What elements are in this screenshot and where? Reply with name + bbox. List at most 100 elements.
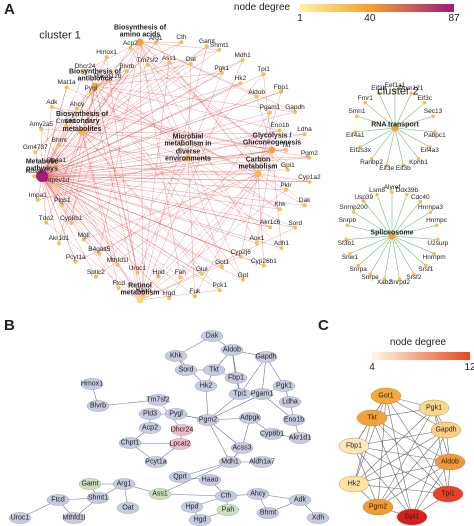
edge bbox=[371, 417, 449, 495]
gene-label: Haao bbox=[201, 476, 219, 484]
edge bbox=[240, 173, 259, 257]
gene-node bbox=[246, 488, 270, 500]
edge bbox=[106, 57, 141, 301]
gene-label: Pcyt1a bbox=[145, 458, 167, 466]
edge bbox=[41, 93, 92, 177]
gene-label: Snrnp200 bbox=[339, 203, 368, 211]
gene-label: Mthfd1l bbox=[62, 514, 86, 522]
edge bbox=[130, 47, 273, 151]
gene-node bbox=[416, 156, 421, 161]
gene-label: Cyp8b1 bbox=[259, 430, 285, 438]
gene-node bbox=[104, 55, 109, 60]
edge bbox=[41, 47, 131, 177]
gene-node bbox=[369, 156, 374, 161]
gene-label: Oat bbox=[122, 504, 134, 512]
edge bbox=[90, 93, 141, 301]
gene-node bbox=[200, 330, 224, 342]
gene-label: Acss3 bbox=[232, 444, 252, 452]
gene-label: Gpaa1 bbox=[46, 156, 66, 164]
hub-label: Retinol metabolism bbox=[120, 282, 160, 297]
gene-label: Impa1 bbox=[28, 191, 47, 199]
gene-node bbox=[141, 293, 146, 298]
edge bbox=[353, 429, 447, 447]
gene-label: Lpcat2 bbox=[169, 440, 191, 448]
gene-label: Pgk1 bbox=[426, 404, 442, 412]
gene-node bbox=[204, 44, 209, 49]
edge bbox=[256, 96, 273, 151]
gene-node bbox=[405, 192, 409, 197]
gene-node bbox=[138, 422, 162, 434]
gene-label: Eif3c bbox=[417, 94, 432, 102]
gene-label: Adh1 bbox=[273, 239, 290, 247]
gene-node bbox=[218, 456, 242, 468]
edge bbox=[139, 227, 296, 301]
gene-label: Acp2 bbox=[142, 424, 158, 432]
edge bbox=[349, 235, 393, 254]
gene-label: Mdh1 bbox=[221, 458, 239, 466]
gene-node bbox=[268, 225, 273, 230]
edge bbox=[139, 41, 296, 113]
edge bbox=[139, 41, 257, 97]
gene-label: Uroc1 bbox=[128, 264, 147, 272]
gene-node bbox=[164, 350, 188, 362]
edge bbox=[139, 62, 170, 301]
gene-label: Gapdh bbox=[285, 103, 305, 111]
hub-label: Biosynthesis of antibiotics bbox=[68, 68, 122, 83]
gene-node bbox=[116, 502, 140, 514]
gene-label: Dak bbox=[205, 332, 219, 340]
gene-node bbox=[57, 143, 62, 148]
hub-label: Microbial metabolism in diverse environm… bbox=[164, 133, 212, 163]
gene-label: Fah bbox=[174, 268, 186, 276]
edge bbox=[81, 57, 107, 133]
edge bbox=[56, 164, 259, 175]
gene-node bbox=[351, 210, 356, 214]
edge bbox=[41, 128, 43, 177]
edge bbox=[41, 128, 83, 133]
gene-node bbox=[44, 220, 49, 225]
color-bar bbox=[300, 4, 454, 12]
gene-node bbox=[238, 412, 262, 424]
edge bbox=[81, 131, 271, 228]
gene-label: Got1 bbox=[378, 392, 394, 400]
edge bbox=[41, 149, 286, 177]
gene-node bbox=[166, 295, 171, 300]
gene-node bbox=[81, 237, 86, 242]
gene-node bbox=[267, 110, 272, 115]
gene-node bbox=[353, 130, 358, 134]
gene-node bbox=[390, 190, 394, 195]
edge bbox=[41, 175, 60, 244]
gene-node bbox=[375, 192, 379, 197]
gene-node bbox=[302, 203, 307, 208]
hub-label: Biosynthesis of amino acids bbox=[113, 24, 167, 39]
gene-node bbox=[302, 132, 307, 137]
gene-label: Ptgs1 bbox=[54, 196, 71, 204]
legend-tick: 4 bbox=[369, 362, 375, 373]
gene-node bbox=[105, 78, 110, 83]
gene-label: Sec13 bbox=[423, 108, 443, 115]
gene-label: Ass1 bbox=[152, 490, 168, 498]
gene-label: Snrpd2 bbox=[389, 278, 411, 286]
edge bbox=[41, 157, 310, 177]
gene-label: Mat1a bbox=[57, 79, 76, 87]
gene-node bbox=[224, 372, 248, 384]
gene-node bbox=[60, 202, 65, 207]
edge bbox=[353, 445, 379, 508]
gene-node bbox=[86, 492, 110, 504]
gene-node bbox=[194, 380, 218, 392]
gene-label: Pklr bbox=[280, 181, 292, 189]
edge bbox=[139, 289, 220, 301]
gene-node bbox=[153, 40, 158, 45]
hub-node bbox=[36, 170, 48, 182]
gene-node bbox=[279, 245, 284, 250]
gene-node bbox=[33, 150, 38, 155]
gene-node bbox=[382, 277, 387, 281]
panel-label: B bbox=[4, 317, 15, 334]
gene-label: Akr1d1 bbox=[48, 235, 70, 243]
gene-node bbox=[199, 271, 204, 276]
gene-node bbox=[279, 89, 284, 94]
gene-label: Fmr1 bbox=[357, 94, 373, 102]
edge bbox=[353, 445, 451, 463]
gene-node bbox=[78, 478, 102, 490]
gene-label: Hgd bbox=[193, 516, 207, 524]
gene-node bbox=[116, 286, 121, 291]
